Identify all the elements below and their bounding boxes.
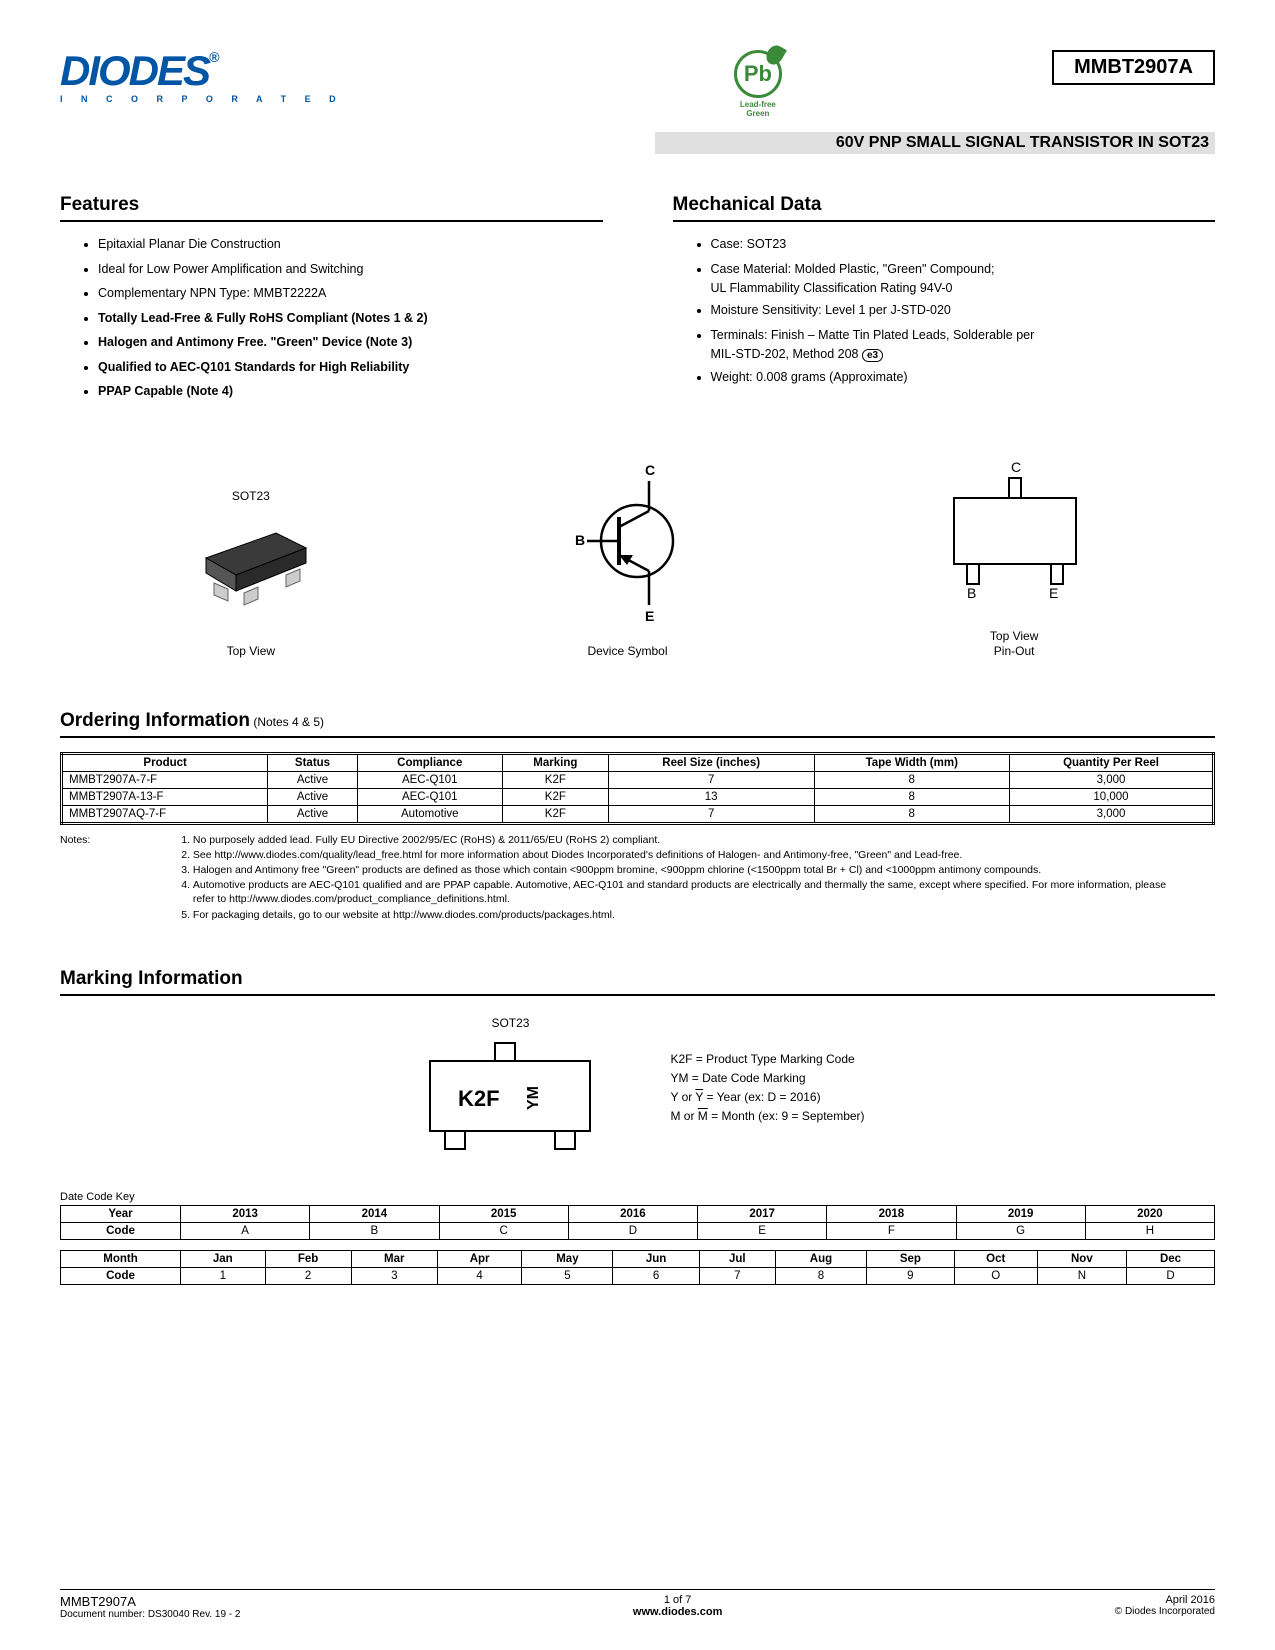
diagram-label: Top ViewPin-Out — [929, 629, 1099, 660]
pinout-icon: C B E — [929, 458, 1099, 608]
device-symbol-diagram: C B E Device Symbol — [557, 463, 697, 660]
mech-item: Terminals: Finish – Matte Tin Plated Lea… — [711, 327, 1216, 345]
mech-item: Weight: 0.008 grams (Approximate) — [711, 369, 1216, 387]
svg-text:E: E — [1049, 585, 1058, 601]
feature-item: Qualified to AEC-Q101 Standards for High… — [98, 359, 603, 377]
e3-badge-icon: e3 — [862, 349, 883, 362]
feature-item: Ideal for Low Power Amplification and Sw… — [98, 261, 603, 279]
svg-text:B: B — [967, 585, 976, 601]
mechanical-heading: Mechanical Data — [673, 194, 1216, 222]
sot23-package-icon — [176, 513, 326, 623]
features-list: Epitaxial Planar Die Construction Ideal f… — [60, 236, 603, 401]
logo-subtitle: I N C O R P O R A T E D — [60, 94, 344, 104]
diagram-label: Top View — [176, 644, 326, 660]
mech-subline: UL Flammability Classification Rating 94… — [711, 281, 1216, 295]
notes-label: Notes: — [60, 833, 115, 847]
footer-copyright: © Diodes Incorporated — [1115, 1606, 1215, 1617]
year-code-table: Year20132014201520162017201820192020Code… — [60, 1205, 1215, 1240]
mech-item: Case Material: Molded Plastic, "Green" C… — [711, 261, 1216, 279]
mech-subline: MIL-STD-202, Method 208 e3 — [711, 347, 1216, 362]
part-number: MMBT2907A — [1052, 50, 1215, 85]
features-heading: Features — [60, 194, 603, 222]
marking-text: K2F = Product Type Marking Code YM = Dat… — [670, 1050, 864, 1127]
mech-item: Moisture Sensitivity: Level 1 per J-STD-… — [711, 302, 1216, 320]
feature-item: Complementary NPN Type: MMBT2222A — [98, 285, 603, 303]
diagrams-row: SOT23 Top View C B E — [60, 458, 1215, 660]
footer-page: 1 of 7 — [633, 1594, 722, 1606]
transistor-symbol-icon: C B E — [557, 463, 697, 623]
header: DIODES® I N C O R P O R A T E D Pb Lead-… — [60, 50, 1215, 118]
notes-block: Notes: No purposely added lead. Fully EU… — [60, 833, 1215, 923]
marking-diagram-icon: K2F YM — [410, 1038, 610, 1158]
pinout-diagram: C B E Top ViewPin-Out — [929, 458, 1099, 660]
ordering-heading: Ordering Information (Notes 4 & 5) — [60, 710, 1215, 738]
ordering-table: ProductStatusComplianceMarkingReel Size … — [60, 752, 1215, 825]
svg-text:C: C — [1011, 459, 1021, 475]
product-subtitle: 60V PNP SMALL SIGNAL TRANSISTOR IN SOT23 — [655, 132, 1215, 154]
diagram-title: SOT23 — [176, 489, 326, 503]
mechanical-list-cont2: Weight: 0.008 grams (Approximate) — [673, 369, 1216, 387]
svg-text:K2F: K2F — [458, 1086, 500, 1111]
footer-docnum: Document number: DS30040 Rev. 19 - 2 — [60, 1609, 240, 1620]
svg-text:E: E — [645, 608, 654, 623]
logo-text: DIODES — [60, 47, 209, 94]
feature-item: Halogen and Antimony Free. "Green" Devic… — [98, 334, 603, 352]
feature-item: Epitaxial Planar Die Construction — [98, 236, 603, 254]
package-topview-diagram: SOT23 Top View — [176, 489, 326, 660]
mechanical-list-cont: Moisture Sensitivity: Level 1 per J-STD-… — [673, 302, 1216, 344]
feature-item: Totally Lead-Free & Fully RoHS Compliant… — [98, 310, 603, 328]
footer-part: MMBT2907A — [60, 1594, 240, 1609]
footer-url: www.diodes.com — [633, 1606, 722, 1618]
diagram-label: Device Symbol — [557, 644, 697, 660]
mechanical-list: Case: SOT23 Case Material: Molded Plasti… — [673, 236, 1216, 278]
mech-item: Case: SOT23 — [711, 236, 1216, 254]
marking-pkg-label: SOT23 — [410, 1016, 610, 1030]
footer-date: April 2016 — [1115, 1594, 1215, 1606]
datekey-label: Date Code Key — [60, 1191, 1215, 1203]
marking-row: SOT23 K2F YM K2F = Product Type Marking … — [60, 1016, 1215, 1161]
company-logo: DIODES® I N C O R P O R A T E D — [60, 50, 344, 104]
month-code-table: MonthJanFebMarAprMayJunJulAugSepOctNovDe… — [60, 1250, 1215, 1285]
marking-heading: Marking Information — [60, 968, 1215, 996]
pb-text: Pb — [744, 61, 772, 87]
pb-label: Lead-free Green — [728, 100, 788, 118]
svg-text:C: C — [645, 463, 655, 478]
svg-text:YM: YM — [525, 1086, 542, 1110]
page-footer: MMBT2907A Document number: DS30040 Rev. … — [60, 1589, 1215, 1620]
feature-item: PPAP Capable (Note 4) — [98, 383, 603, 401]
lead-free-badge: Pb Lead-free Green — [728, 50, 788, 118]
svg-text:B: B — [575, 532, 585, 548]
